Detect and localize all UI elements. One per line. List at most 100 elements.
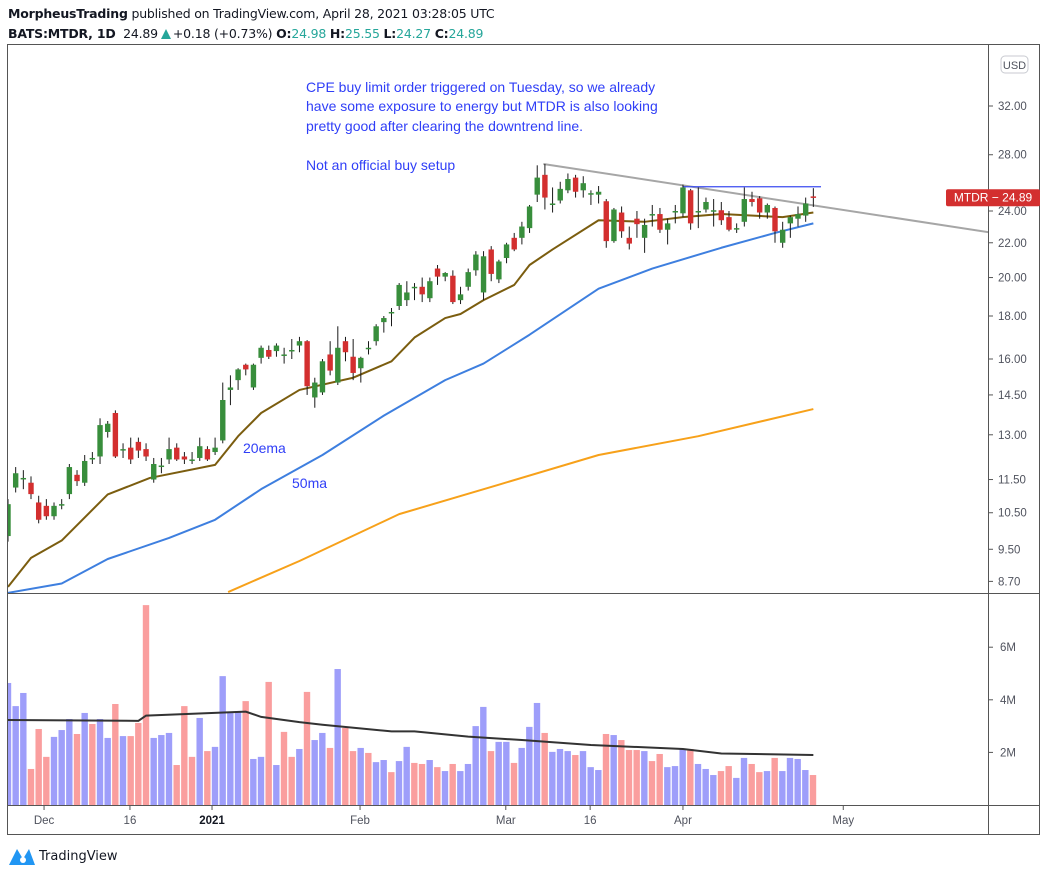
candle <box>611 207 617 243</box>
candle-body <box>680 187 686 214</box>
up-triangle-icon <box>160 29 171 39</box>
volume-bar <box>150 737 157 805</box>
candle-body <box>434 268 441 277</box>
price-tick-label: 8.70 <box>998 576 1020 588</box>
candle-body <box>726 217 732 230</box>
ma50-label[interactable]: 50ma <box>292 475 327 491</box>
candle-body <box>235 369 241 381</box>
candle <box>404 281 410 307</box>
ma200-line[interactable] <box>227 408 814 593</box>
candle <box>304 340 310 395</box>
candle-body <box>227 387 234 390</box>
price-tick-label: 16.00 <box>998 354 1027 366</box>
volume-bar <box>595 770 602 805</box>
price-tick-label: 13.00 <box>998 430 1027 442</box>
volume-bar <box>679 748 686 805</box>
volume-bar <box>656 753 663 805</box>
volume-bar <box>802 770 809 805</box>
candle-body <box>626 237 632 244</box>
candle-body <box>779 229 786 243</box>
volume-bar <box>411 762 418 805</box>
candle <box>695 187 701 229</box>
volume-bar <box>12 706 19 805</box>
author-name[interactable]: MorpheusTrading <box>8 6 128 21</box>
note-line: Not an official buy setup <box>306 157 455 173</box>
note-line: pretty good after clearing the downtrend… <box>306 118 583 134</box>
candle-body <box>243 364 249 370</box>
candle-body <box>549 203 556 205</box>
volume-bar <box>633 750 640 805</box>
candle <box>457 286 464 305</box>
candle <box>120 443 126 458</box>
candle-body <box>381 318 387 323</box>
candle <box>626 226 632 250</box>
price-tick-label: 18.00 <box>998 311 1027 323</box>
candle <box>258 345 264 364</box>
volume-bar <box>756 772 763 805</box>
volume-bar <box>380 760 387 805</box>
candle-body <box>281 354 287 356</box>
volume-bar <box>564 751 571 805</box>
volume-bar <box>273 765 280 805</box>
candle <box>312 377 318 408</box>
volume-bar <box>579 751 587 805</box>
candle <box>365 341 372 355</box>
candle-body <box>335 347 341 383</box>
ma50-line[interactable] <box>0 222 814 594</box>
candle <box>273 343 280 357</box>
candle-body <box>373 326 379 342</box>
candle <box>634 211 640 238</box>
candle <box>143 443 149 461</box>
candle-body <box>618 212 625 232</box>
candle-body <box>197 446 203 458</box>
volume-bar <box>457 771 464 805</box>
ema20-line[interactable] <box>8 211 814 588</box>
volume-bar <box>426 760 433 805</box>
tradingview-logo[interactable]: TradingView <box>8 845 118 867</box>
candle <box>496 259 502 284</box>
candle <box>465 268 471 291</box>
candle <box>181 452 188 465</box>
volume-bar <box>771 757 778 805</box>
volume-bar <box>518 747 525 805</box>
volume-bar <box>234 711 242 805</box>
candle <box>197 437 203 461</box>
volume-bar <box>794 758 801 805</box>
volume-bar <box>472 726 479 805</box>
volume-bar <box>50 736 58 805</box>
candle-body <box>480 256 487 293</box>
candle-body <box>588 193 594 195</box>
volume-bar <box>58 730 65 805</box>
candle-body <box>695 211 701 213</box>
volume-tick-label: 4M <box>1000 695 1016 707</box>
note-line: have some exposure to energy but MTDR is… <box>306 98 658 114</box>
annotation-note[interactable]: CPE buy limit order triggered on Tuesday… <box>306 79 658 173</box>
downtrend-line[interactable] <box>543 162 988 234</box>
high-value: 25.55 <box>344 26 380 41</box>
candle-body <box>496 261 502 280</box>
candle-body <box>795 214 801 219</box>
axes: 32.00 28.00 24.00 22.00 20.00 18.00 16.00 14.50… <box>34 101 1027 827</box>
price-tick-label: 28.00 <box>998 150 1027 162</box>
volume-bar <box>35 728 42 805</box>
volume-bar <box>503 741 510 805</box>
symbol-label: BATS:MTDR, 1D <box>8 26 116 41</box>
candle-body <box>151 464 157 480</box>
candle-body <box>174 447 180 460</box>
candle <box>66 464 73 500</box>
candle <box>802 197 809 222</box>
volume-bar <box>395 761 403 805</box>
volume-bar <box>43 756 50 805</box>
volume-bar <box>342 727 349 805</box>
candle-body <box>687 190 694 224</box>
candle <box>718 201 725 225</box>
ema20-label[interactable]: 20ema <box>243 440 286 456</box>
last-price-value: MTDR − 24.89 <box>954 191 1033 205</box>
volume-bar <box>303 691 311 805</box>
usd-badge[interactable]: USD <box>1000 55 1029 74</box>
volume-bar <box>671 766 679 805</box>
candle <box>741 187 748 227</box>
volume-bar <box>296 748 303 805</box>
time-tick-label: Apr <box>674 815 692 827</box>
